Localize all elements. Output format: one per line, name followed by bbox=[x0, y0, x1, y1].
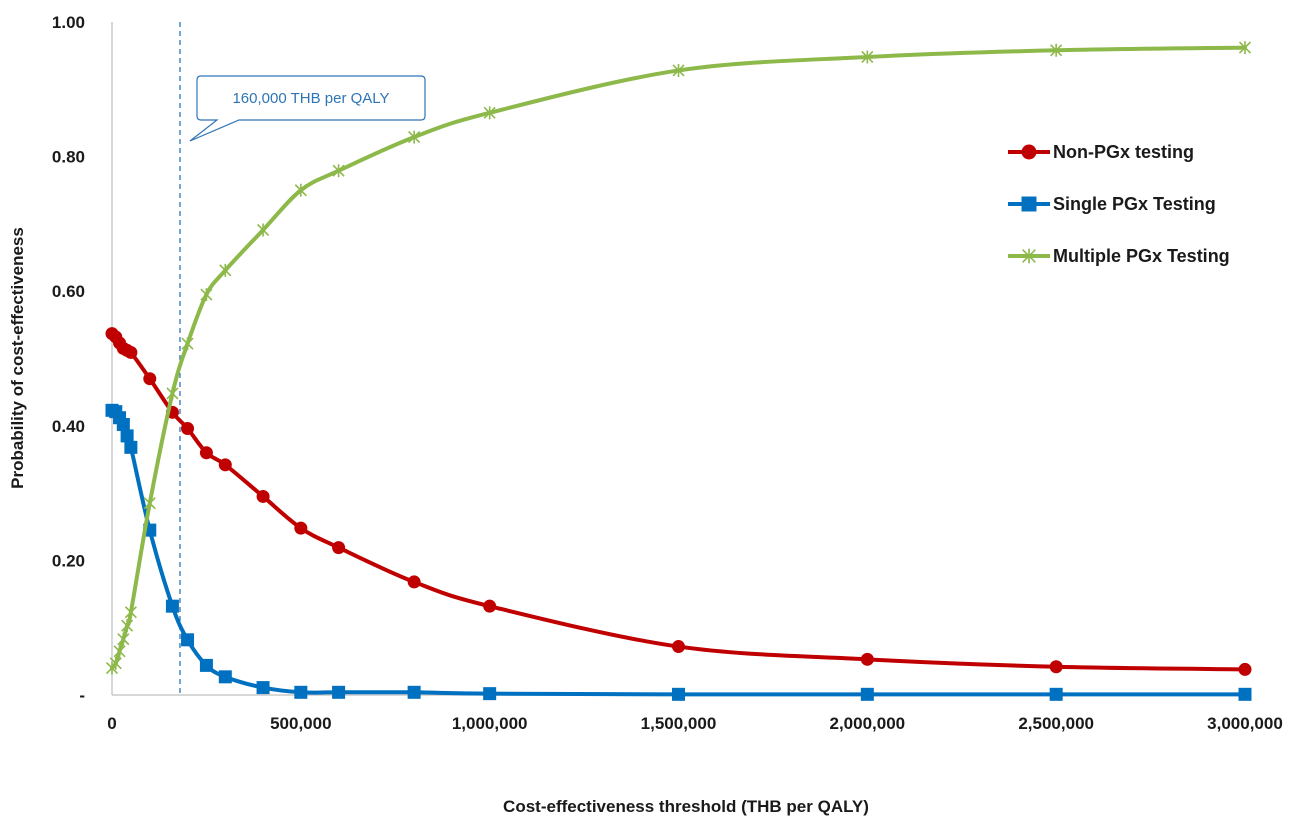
data-point bbox=[483, 687, 497, 701]
data-point bbox=[181, 337, 194, 351]
legend: Non-PGx testing Single PGx Testing Multipl… bbox=[1008, 142, 1230, 266]
legend-item: Multiple PGx Testing bbox=[1008, 246, 1230, 266]
data-point bbox=[294, 521, 308, 535]
data-point bbox=[166, 386, 179, 400]
y-tick-label: 0.20 bbox=[52, 551, 85, 570]
legend-marker bbox=[1021, 196, 1037, 212]
threshold-annotation: 160,000 THB per QALY bbox=[179, 22, 426, 695]
callout-label: 160,000 THB per QALY bbox=[232, 90, 389, 107]
data-point bbox=[483, 599, 497, 613]
data-point bbox=[1238, 662, 1252, 676]
data-point bbox=[120, 429, 134, 443]
data-point bbox=[860, 652, 874, 666]
y-tick-label: - bbox=[79, 686, 85, 705]
data-point bbox=[407, 685, 421, 699]
y-tick-label: 0.80 bbox=[52, 148, 85, 167]
data-point bbox=[672, 687, 685, 701]
x-tick-label: 2,000,000 bbox=[830, 714, 906, 733]
y-tick-label: 0.40 bbox=[52, 417, 85, 436]
x-tick-label: 1,000,000 bbox=[452, 714, 528, 733]
data-point bbox=[124, 605, 137, 619]
x-tick-label: 500,000 bbox=[270, 714, 331, 733]
y-tick-label: 1.00 bbox=[52, 13, 85, 32]
data-point bbox=[181, 633, 195, 647]
data-point bbox=[332, 541, 346, 555]
data-point bbox=[165, 599, 179, 613]
data-point bbox=[407, 575, 421, 589]
series-layer bbox=[105, 41, 1252, 701]
y-axis-title: Probability of cost-effectiveness bbox=[8, 227, 27, 489]
data-point bbox=[483, 106, 496, 120]
data-point bbox=[199, 446, 213, 460]
data-point bbox=[332, 164, 345, 178]
legend-item: Single PGx Testing bbox=[1008, 194, 1216, 214]
data-point bbox=[218, 458, 232, 472]
data-point bbox=[257, 223, 270, 237]
x-tick-label: 2,500,000 bbox=[1018, 714, 1094, 733]
legend-item: Non-PGx testing bbox=[1008, 142, 1194, 162]
data-point bbox=[1050, 43, 1063, 57]
data-point bbox=[294, 685, 308, 699]
legend-marker bbox=[1021, 144, 1037, 160]
data-point bbox=[332, 685, 346, 699]
data-point bbox=[1238, 687, 1252, 701]
series-line bbox=[110, 331, 1247, 672]
data-point bbox=[113, 644, 126, 658]
data-point bbox=[124, 440, 138, 454]
x-tick-label: 1,500,000 bbox=[641, 714, 717, 733]
data-point bbox=[109, 656, 122, 670]
data-point bbox=[181, 421, 195, 435]
axes bbox=[111, 22, 1245, 696]
data-point bbox=[672, 63, 685, 77]
data-point bbox=[200, 288, 213, 302]
tick-labels: 0 500,000 1,000,000 1,500,000 2,000,000 2,500… bbox=[52, 13, 1283, 733]
series-line bbox=[110, 45, 1247, 671]
legend-label: Multiple PGx Testing bbox=[1053, 246, 1230, 266]
data-point bbox=[218, 670, 232, 684]
series-non-pgx-testing bbox=[105, 327, 1252, 676]
legend-marker bbox=[1022, 248, 1036, 264]
data-point bbox=[219, 263, 232, 277]
data-point bbox=[1238, 41, 1252, 55]
data-point bbox=[860, 687, 874, 701]
data-point bbox=[408, 130, 421, 144]
data-point bbox=[294, 183, 307, 197]
data-point bbox=[672, 640, 685, 654]
data-point bbox=[199, 658, 213, 672]
series-multiple-pgx-testing bbox=[105, 41, 1252, 675]
y-tick-label: 0.60 bbox=[52, 282, 85, 301]
data-point bbox=[861, 50, 874, 64]
callout-box bbox=[189, 75, 426, 142]
data-point bbox=[256, 681, 270, 695]
x-tick-label: 0 bbox=[107, 714, 116, 733]
x-tick-label: 3,000,000 bbox=[1207, 714, 1283, 733]
data-point bbox=[116, 417, 130, 431]
legend-label: Single PGx Testing bbox=[1053, 194, 1216, 214]
data-point bbox=[1049, 687, 1063, 701]
x-axis-title: Cost-effectiveness threshold (THB per QA… bbox=[503, 797, 869, 816]
data-point bbox=[143, 496, 156, 510]
data-point bbox=[117, 632, 130, 646]
series-single-pgx-testing bbox=[105, 403, 1252, 701]
legend-label: Non-PGx testing bbox=[1053, 142, 1194, 162]
data-point bbox=[121, 619, 134, 633]
data-point bbox=[256, 489, 270, 503]
data-point bbox=[1049, 660, 1063, 674]
data-point bbox=[124, 345, 138, 359]
data-point bbox=[143, 372, 157, 386]
